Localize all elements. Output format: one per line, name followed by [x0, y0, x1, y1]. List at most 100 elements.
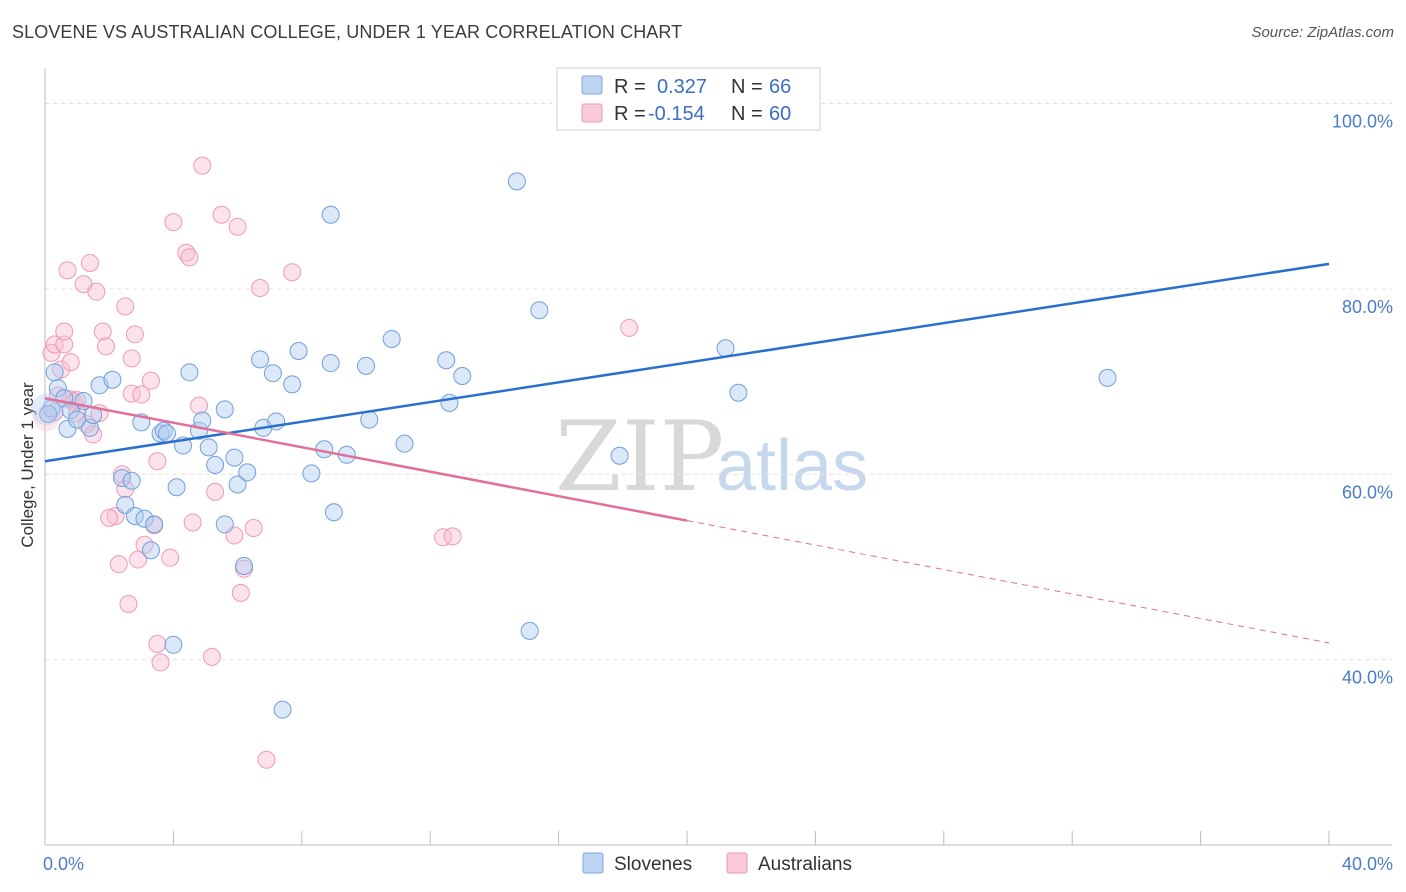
australians-point: [122, 384, 141, 403]
slovenes-points: [30, 94, 1117, 719]
y-axis-label: College, Under 1 year: [18, 382, 37, 548]
australians-point: [80, 253, 99, 272]
australians-point: [58, 261, 77, 280]
australians-point: [93, 322, 112, 341]
australians-trend-line: [44, 397, 688, 522]
australians-point: [180, 248, 199, 267]
australians-point: [620, 318, 639, 337]
slovenes-point: [716, 339, 735, 358]
y-tick-label: 80.0%: [1342, 297, 1393, 317]
slovenes-point: [180, 363, 199, 382]
y-tick-label: 40.0%: [1342, 668, 1393, 688]
slovenes-r-label: R =: [614, 76, 646, 98]
australians-point: [122, 349, 141, 368]
chart-title: SLOVENE VS AUSTRALIAN COLLEGE, UNDER 1 Y…: [12, 22, 683, 42]
australians-point: [212, 205, 231, 224]
slovenes-point: [39, 405, 58, 424]
australians-point: [164, 213, 183, 232]
slovenes-cluster-point: [30, 393, 63, 426]
australians-point: [116, 297, 135, 316]
slovenes-point: [151, 424, 170, 443]
slovenes-point: [141, 541, 160, 560]
slovenes-point: [321, 354, 340, 373]
slovenes-point: [324, 503, 343, 522]
australians-point: [119, 595, 138, 614]
australians-point: [100, 508, 119, 527]
slovenes-point: [453, 367, 472, 386]
slovenes-point: [273, 700, 292, 719]
australians-point: [161, 548, 180, 567]
slovenes-point: [1098, 368, 1117, 387]
watermark-atlas: atlas: [716, 426, 868, 506]
australians-point: [129, 550, 148, 569]
slovenes-point: [228, 475, 247, 494]
australians-point: [148, 452, 167, 471]
legend-slovenes-label: Slovenes: [614, 854, 692, 875]
legend-slovenes-swatch: [582, 852, 604, 874]
slovenes-point: [289, 342, 308, 360]
australians-swatch: [581, 103, 603, 123]
slovenes-trend-line: [44, 262, 1330, 463]
australians-point: [132, 385, 151, 404]
australians-n-value: 60: [769, 103, 791, 125]
slovenes-point: [321, 205, 340, 224]
y-tick-labels: 40.0% 60.0% 80.0% 100.0%: [1332, 112, 1393, 688]
slovenes-point: [235, 557, 254, 576]
australians-point: [434, 528, 453, 547]
australians-point: [113, 465, 132, 484]
x-tick-labels: 0.0% 40.0%: [43, 854, 1393, 874]
slovenes-point: [58, 419, 77, 438]
legend-australians-swatch: [726, 852, 748, 874]
australians-point: [257, 750, 276, 769]
slovenes-n-label: N =: [731, 76, 763, 98]
slovenes-point: [215, 515, 234, 534]
slovenes-point: [122, 471, 141, 490]
slovenes-point: [520, 621, 539, 640]
slovenes-point: [157, 424, 176, 443]
slovenes-point: [215, 400, 234, 419]
slovenes-point: [507, 172, 526, 191]
australians-point: [251, 278, 270, 297]
australians-point: [183, 513, 202, 532]
slovenes-point: [283, 375, 302, 394]
stats-legend: R = 0.327 N = 66 R = -0.154 N = 60: [556, 67, 821, 131]
australians-point: [190, 396, 209, 415]
australians-r-label: R =: [614, 103, 646, 125]
trend-lines: [44, 262, 1330, 644]
slovenes-point: [610, 446, 629, 465]
slovenes-point: [530, 301, 549, 320]
slovenes-point: [302, 464, 321, 483]
slovenes-point: [61, 401, 80, 420]
australians-n-label: N =: [731, 103, 763, 125]
australians-point: [228, 217, 247, 236]
watermark-zip: ZIP: [555, 401, 724, 513]
x-tick-label: 0.0%: [43, 854, 84, 874]
x-tick-label: 40.0%: [1342, 854, 1393, 874]
australians-point: [141, 371, 160, 390]
australians-point: [96, 337, 115, 356]
slovenes-point: [145, 515, 164, 534]
australians-point: [61, 353, 80, 372]
axes: [44, 68, 1392, 846]
slovenes-point: [382, 329, 401, 348]
slovenes-point: [164, 635, 183, 654]
australians-point: [443, 527, 462, 546]
australians-point: [125, 325, 144, 344]
slovenes-point: [238, 463, 257, 482]
legend-australians-label: Australians: [758, 854, 852, 875]
australians-point: [109, 555, 128, 574]
slovenes-point: [437, 351, 456, 370]
slovenes-n-value: 66: [769, 76, 791, 98]
slovenes-point: [48, 379, 67, 398]
slovenes-point: [225, 448, 244, 467]
slovenes-point: [167, 478, 186, 497]
australians-point: [55, 335, 74, 354]
slovenes-point: [357, 356, 375, 375]
slovenes-point: [729, 383, 748, 402]
slovenes-point: [135, 509, 154, 528]
y-tick-label: 100.0%: [1332, 112, 1393, 132]
australians-point: [148, 634, 167, 653]
australians-points: [33, 156, 639, 769]
australians-point: [193, 156, 212, 175]
